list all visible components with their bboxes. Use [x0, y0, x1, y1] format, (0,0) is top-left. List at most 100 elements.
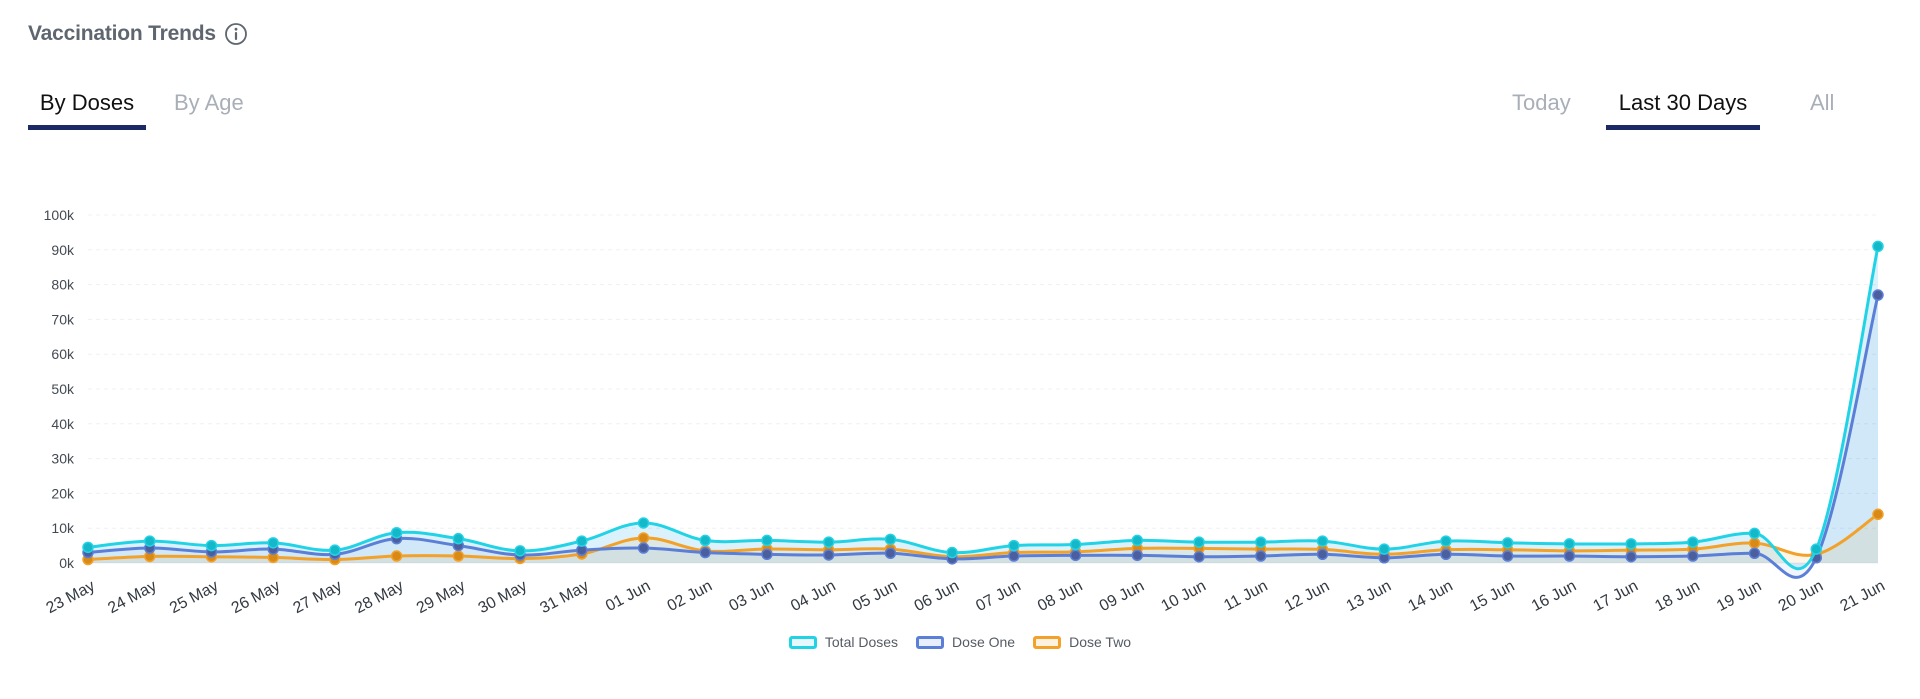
point-total-doses [267, 537, 279, 549]
tab-last-30-days[interactable]: Last 30 Days [1606, 90, 1760, 130]
header: Vaccination Trends [28, 22, 248, 46]
point-total-doses [329, 544, 341, 556]
point-dose-one [1008, 550, 1020, 562]
point-total-doses [946, 546, 958, 559]
point-total-doses [1872, 240, 1884, 253]
page-title: Vaccination Trends [28, 22, 216, 45]
x-tick-label: 24 May [105, 578, 159, 618]
point-dose-one [699, 546, 711, 559]
point-dose-two [637, 532, 650, 544]
y-tick-label: 60k [51, 346, 75, 362]
point-total-doses [822, 536, 835, 548]
chart-legend: Total Doses Dose One Dose Two [0, 634, 1920, 650]
area-dose-one [88, 295, 1878, 578]
point-dose-one [1748, 547, 1761, 560]
y-tick-label: 80k [51, 277, 75, 293]
x-tick-label: 02 Jun [665, 578, 715, 616]
x-tick-label: 20 Jun [1776, 578, 1826, 616]
x-tick-label: 12 Jun [1282, 578, 1332, 616]
point-dose-one [822, 549, 835, 561]
point-total-doses [1501, 537, 1514, 549]
point-dose-one [1625, 550, 1637, 563]
info-circle-icon[interactable] [224, 22, 248, 46]
line-dose-one [87, 294, 1880, 579]
point-total-doses [452, 532, 465, 545]
tab-all[interactable]: All [1810, 90, 1835, 115]
point-total-doses [1131, 534, 1144, 547]
area-total-doses [88, 246, 1878, 569]
x-tick-label: 01 Jun [603, 578, 653, 616]
y-tick-label: 30k [51, 451, 75, 467]
y-tick-label: 70k [51, 311, 75, 327]
point-total-doses [699, 534, 711, 547]
point-total-doses [576, 535, 588, 547]
tab-by-doses[interactable]: By Doses [28, 90, 146, 130]
y-tick-label: 0k [59, 555, 75, 571]
legend-item-dose-two[interactable]: Dose Two [1033, 634, 1131, 650]
y-tick-label: 40k [51, 416, 75, 432]
point-total-doses [143, 535, 156, 547]
point-dose-one [1316, 548, 1329, 561]
point-dose-one [1069, 549, 1082, 562]
point-dose-one [637, 542, 650, 554]
x-tick-label: 19 Jun [1714, 578, 1764, 616]
point-total-doses [1748, 527, 1761, 540]
point-dose-one [1872, 289, 1884, 301]
x-tick-label: 07 Jun [973, 578, 1023, 616]
point-dose-one [1501, 550, 1514, 562]
x-tick-label: 16 Jun [1529, 578, 1579, 616]
point-total-doses [1440, 535, 1452, 547]
point-total-doses [1625, 538, 1637, 550]
point-total-doses [1810, 543, 1823, 555]
point-dose-two [1748, 537, 1761, 549]
x-tick-label: 18 Jun [1652, 578, 1702, 616]
point-dose-one [1687, 550, 1699, 562]
point-total-doses [1687, 536, 1699, 548]
point-total-doses [1378, 543, 1390, 555]
x-tick-label: 04 Jun [788, 578, 838, 616]
point-total-doses [1316, 535, 1329, 547]
point-total-doses [637, 517, 650, 529]
point-dose-one [1255, 550, 1267, 562]
x-tick-label: 27 May [290, 578, 344, 618]
point-dose-one [1131, 549, 1144, 562]
point-total-doses [514, 545, 526, 557]
y-tick-label: 50k [51, 381, 75, 397]
legend-label: Dose Two [1069, 634, 1132, 650]
x-tick-label: 28 May [352, 578, 406, 618]
x-tick-label: 09 Jun [1097, 578, 1147, 616]
point-total-doses [205, 539, 218, 552]
legend-item-dose-one[interactable]: Dose One [916, 634, 1015, 650]
tab-today[interactable]: Today [1512, 90, 1571, 115]
x-tick-label: 14 Jun [1405, 578, 1455, 616]
x-tick-label: 08 Jun [1035, 578, 1085, 616]
x-tick-label: 11 Jun [1221, 578, 1270, 615]
point-total-doses [1008, 539, 1020, 552]
point-total-doses [761, 534, 773, 547]
y-tick-label: 20k [51, 485, 75, 501]
legend-swatch-dose-two [1033, 635, 1062, 649]
y-tick-label: 10k [51, 520, 75, 536]
x-tick-label: 23 May [44, 578, 98, 618]
legend-label: Total Doses [824, 634, 899, 650]
x-tick-label: 05 Jun [850, 578, 900, 616]
x-tick-label: 29 May [414, 578, 468, 618]
x-tick-label: 31 May [537, 578, 591, 618]
point-total-doses [1069, 538, 1082, 551]
x-tick-label: 17 Jun [1591, 578, 1641, 616]
legend-label: Dose One [952, 634, 1016, 650]
point-total-doses [1255, 536, 1267, 548]
point-dose-one [1563, 550, 1576, 562]
point-dose-two [1872, 508, 1884, 521]
y-tick-label: 90k [51, 242, 75, 258]
legend-swatch-total [788, 635, 817, 649]
x-tick-label: 26 May [229, 578, 283, 618]
point-total-doses [82, 541, 94, 554]
y-tick-label: 100k [44, 207, 75, 223]
x-tick-label: 03 Jun [726, 578, 776, 616]
tab-by-age[interactable]: By Age [174, 90, 244, 115]
legend-item-total-doses[interactable]: Total Doses [788, 634, 899, 650]
x-tick-label: 13 Jun [1344, 578, 1394, 616]
point-dose-two [452, 550, 465, 562]
